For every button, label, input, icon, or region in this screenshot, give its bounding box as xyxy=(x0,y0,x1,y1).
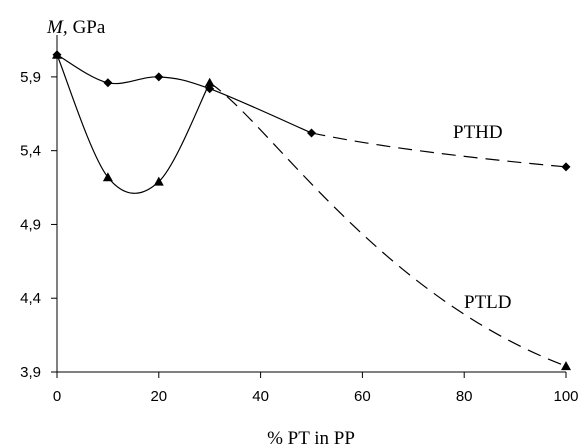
marker-pthd-point xyxy=(307,128,316,138)
marker-ptld-point xyxy=(52,49,62,59)
marker-pthd-point xyxy=(561,162,571,172)
series-layer xyxy=(52,49,571,371)
series-label-ptld: PTLD xyxy=(464,292,512,313)
y-tick-label: 4,9 xyxy=(20,216,41,233)
series-ptld-solid-line xyxy=(56,54,211,194)
x-tick-label: 80 xyxy=(456,388,473,405)
x-tick-label: 100 xyxy=(553,388,578,405)
marker-pthd-point xyxy=(103,78,113,88)
y-axis-unit: GPa xyxy=(73,17,106,38)
y-tick-label: 5,9 xyxy=(20,69,41,86)
series-label-pthd: PTHD xyxy=(453,122,503,143)
x-tick-label: 20 xyxy=(150,388,167,405)
y-tick-label: 5,4 xyxy=(20,143,41,160)
marker-ptld-point xyxy=(204,77,215,87)
axes: 0 20 40 60 80 100 3,9 4,4 4,9 5,4 5,9 xyxy=(20,35,579,405)
series-pthd-dashed-line xyxy=(311,132,567,168)
marker-pthd-point xyxy=(154,72,164,82)
x-tick-label: 40 xyxy=(252,388,269,405)
series-ptld-dashed-line xyxy=(209,82,567,367)
marker-ptld-point xyxy=(102,172,113,182)
y-axis-symbol: M, xyxy=(46,17,68,38)
y-axis-title: M, GPa xyxy=(46,17,106,38)
y-tick-label: 4,4 xyxy=(20,290,41,307)
x-tick-label: 60 xyxy=(354,388,371,405)
series-pthd-solid-line xyxy=(56,54,312,134)
x-axis-title: % PT in PP xyxy=(267,428,355,448)
marker-ptld-point xyxy=(561,361,571,371)
marker-ptld-point xyxy=(153,176,164,186)
labels: M, GPa % PT in PP PTHD PTLD xyxy=(46,17,512,448)
x-tick-label: 0 xyxy=(53,388,61,405)
y-tick-label: 3,9 xyxy=(20,364,41,381)
